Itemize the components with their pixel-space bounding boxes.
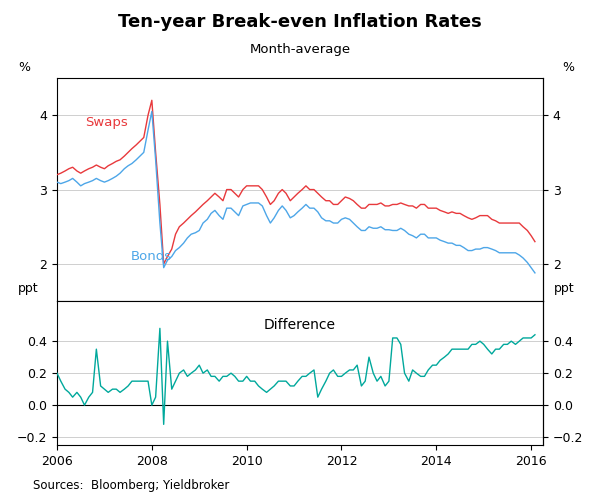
Text: Swaps: Swaps [85,116,128,129]
Text: Difference: Difference [264,318,336,332]
Text: %: % [18,60,30,73]
Text: Sources:  Bloomberg; Yieldbroker: Sources: Bloomberg; Yieldbroker [33,479,229,492]
Text: Bonds: Bonds [130,250,172,263]
Text: ppt: ppt [18,282,39,295]
Text: Ten-year Break-even Inflation Rates: Ten-year Break-even Inflation Rates [118,13,482,31]
Text: %: % [563,60,575,73]
Text: Month-average: Month-average [250,43,350,56]
Text: ppt: ppt [554,282,575,295]
